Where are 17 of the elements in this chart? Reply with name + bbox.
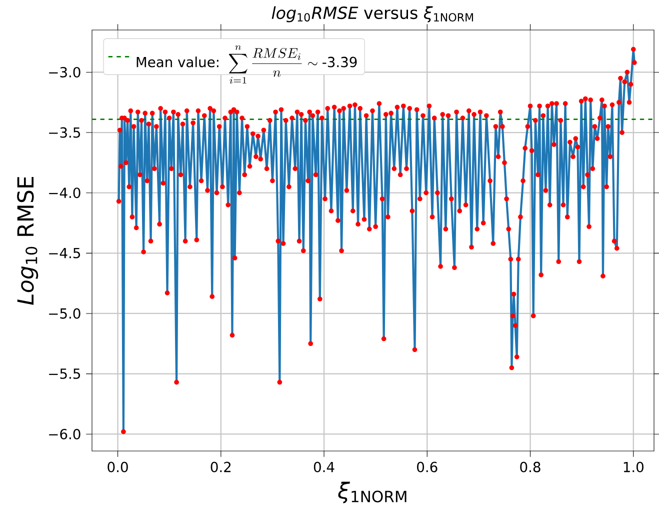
y-axis-title: Log$_{10}$ RMSE: [17, 176, 38, 305]
y-tick-label: −3.5: [49, 127, 80, 138]
legend-label: $\text{Mean value: }\sum_{i=1}^{n}\frac{RMSE_i}{n}\sim\text{-3.39}$: [136, 46, 357, 84]
x-tick-label: 1.0: [624, 462, 644, 472]
y-tick-label: −5.0: [49, 308, 80, 319]
x-tick-label: 0.6: [417, 462, 438, 472]
y-tick-label: −4.0: [49, 188, 80, 198]
x-tick-label: 0.0: [108, 462, 128, 472]
y-tick-label: −5.5: [49, 368, 80, 379]
y-tick-label: −3.0: [49, 66, 80, 78]
y-tick-label: −4.5: [49, 248, 80, 258]
x-tick-label: 0.8: [520, 462, 540, 472]
chart-title: log$_{10}$RMSE versus ξ$_{1NORM}$: [272, 6, 473, 22]
x-tick-label: 0.2: [210, 462, 231, 472]
x-tick-label: 0.4: [314, 462, 334, 472]
y-tick-label: −6.0: [49, 428, 80, 440]
x-axis-title: ξ$_{1NORM}$: [338, 482, 406, 504]
